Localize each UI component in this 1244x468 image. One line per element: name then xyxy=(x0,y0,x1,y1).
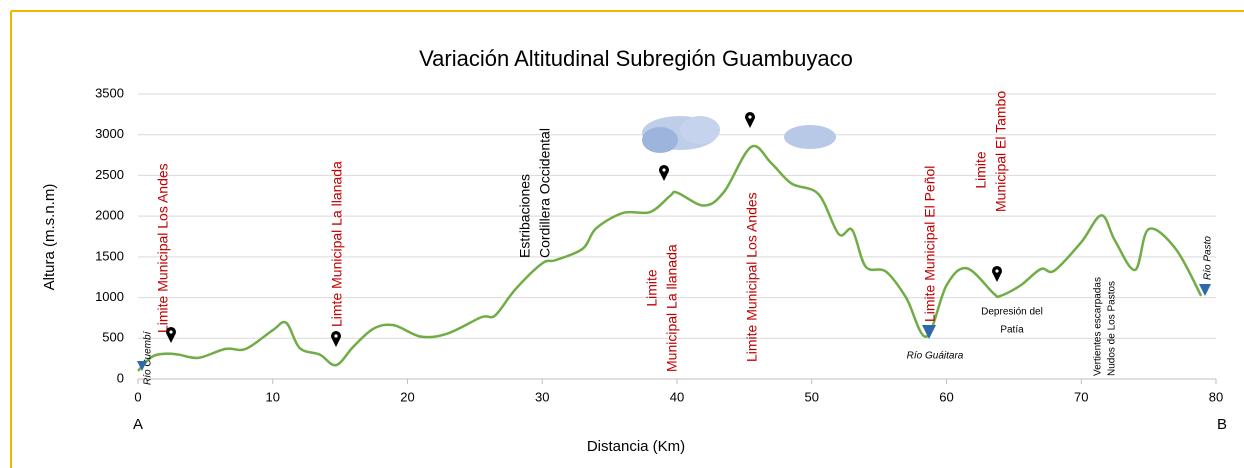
y-tick-label: 3500 xyxy=(95,85,124,100)
y-tick-label: 2000 xyxy=(95,208,124,223)
y-tick-label: 3000 xyxy=(95,126,124,141)
y-tick-label: 1500 xyxy=(95,248,124,263)
annotation: Limite xyxy=(644,269,660,307)
y-tick-label: 0 xyxy=(117,370,124,385)
pin-hole xyxy=(995,269,999,273)
x-axis-label: Distancia (Km) xyxy=(587,438,685,455)
annotation: Río Cuembí xyxy=(143,330,154,385)
profile-line xyxy=(137,144,1203,372)
x-tick-label: 60 xyxy=(939,389,953,404)
annotation: Limite Municipal El Peñol xyxy=(922,166,938,322)
y-tick-label: 2500 xyxy=(95,167,124,182)
annotation: Río Pasto xyxy=(1203,236,1214,280)
clouds xyxy=(642,116,836,153)
pin-hole xyxy=(169,330,173,334)
x-tick-label: 30 xyxy=(535,389,549,404)
annotation: Río Guáitara xyxy=(907,351,964,362)
y-tick-label: 1000 xyxy=(95,289,124,304)
annotation: Cordillera Occidental xyxy=(537,128,553,258)
pin-hole xyxy=(748,115,752,119)
annotation: Municipal La llanada xyxy=(664,244,680,372)
x-tick-label: 20 xyxy=(400,389,414,404)
annotation: Nudos de Los Pastos xyxy=(1107,281,1118,376)
cloud xyxy=(784,125,836,149)
x-tick-label: 80 xyxy=(1209,389,1223,404)
x-tick-label: 0 xyxy=(134,389,141,404)
annotation: Limite xyxy=(973,151,989,189)
pin-hole xyxy=(334,334,338,338)
x-tick-label: 10 xyxy=(266,389,280,404)
x-tick-label: 70 xyxy=(1074,389,1088,404)
pin xyxy=(659,165,669,181)
pin xyxy=(991,265,1003,282)
chart-title: Variación Altitudinal Subregión Guambuya… xyxy=(419,46,853,71)
annotation: Patía xyxy=(1000,325,1024,336)
start-label: A xyxy=(133,416,143,433)
pin xyxy=(166,327,176,343)
triangle xyxy=(922,325,936,339)
annotation: Estribaciones xyxy=(517,174,533,258)
pin xyxy=(745,112,755,128)
triangle xyxy=(137,361,147,371)
x-tick-label: 50 xyxy=(805,389,819,404)
cloud xyxy=(680,116,720,144)
annotation: Depresión del xyxy=(981,307,1043,318)
annotations: Río Cuembí Limite Municipal Los Andes Li… xyxy=(143,91,1214,385)
plot-area: 0 500 1000 1500 2000 2500 3000 3500 0 10 20 30 40 50 6… xyxy=(95,85,1223,404)
y-axis-label: Altura (m.s.n.m) xyxy=(41,184,58,291)
y-tick-label: 500 xyxy=(102,330,124,345)
end-label: B xyxy=(1217,416,1227,433)
annotation: Vertientes escarpadas xyxy=(1093,277,1104,376)
annotation: Limte Municipal La llanada xyxy=(329,161,345,327)
annotation: Limite Municipal Los Andes xyxy=(155,163,171,333)
pin-hole xyxy=(662,168,666,172)
x-tick-label: 40 xyxy=(670,389,684,404)
pin xyxy=(331,331,341,347)
triangle xyxy=(1199,284,1211,296)
cloud xyxy=(642,127,678,153)
annotation: Limite Municipal Los Andes xyxy=(744,192,760,362)
annotation: Municipal El Tambo xyxy=(993,91,1009,212)
